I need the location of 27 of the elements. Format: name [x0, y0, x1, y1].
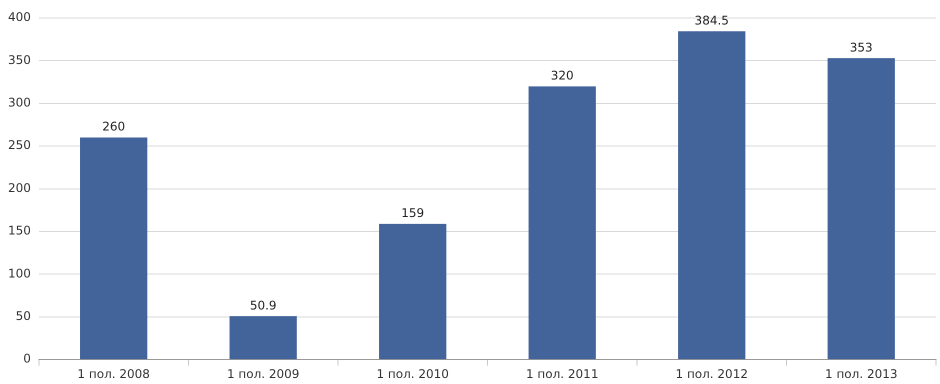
data-label: 384.5 [694, 13, 729, 28]
y-tick-label: 0 [23, 352, 31, 366]
bar [828, 58, 895, 360]
y-tick-label: 100 [8, 266, 31, 280]
x-tick-label: 1 пол. 2011 [526, 366, 598, 381]
bar [528, 86, 596, 360]
x-tick-label: 1 пол. 2013 [825, 366, 898, 381]
data-label: 260 [102, 120, 126, 134]
bar [230, 316, 297, 360]
y-tick-label: 50 [16, 309, 31, 324]
x-tick-label: 1 пол. 2008 [77, 366, 150, 381]
y-tick-label: 400 [8, 10, 31, 24]
data-label: 320 [550, 68, 574, 82]
y-tick-label: 250 [8, 138, 31, 152]
x-tick-label: 1 пол. 2009 [226, 366, 300, 381]
x-tick-label: 1 пол. 2010 [376, 366, 449, 381]
bar [80, 138, 148, 360]
x-tick-label: 1 пол. 2012 [675, 366, 748, 381]
data-label: 159 [401, 206, 424, 220]
data-label: 353 [850, 40, 873, 54]
y-tick-label: 150 [8, 224, 31, 238]
y-tick-label: 350 [8, 52, 31, 67]
data-label: 50.9 [250, 298, 277, 312]
bar [678, 31, 746, 360]
y-tick-label: 200 [8, 180, 31, 195]
bar [379, 224, 446, 360]
y-tick-label: 300 [8, 96, 31, 110]
